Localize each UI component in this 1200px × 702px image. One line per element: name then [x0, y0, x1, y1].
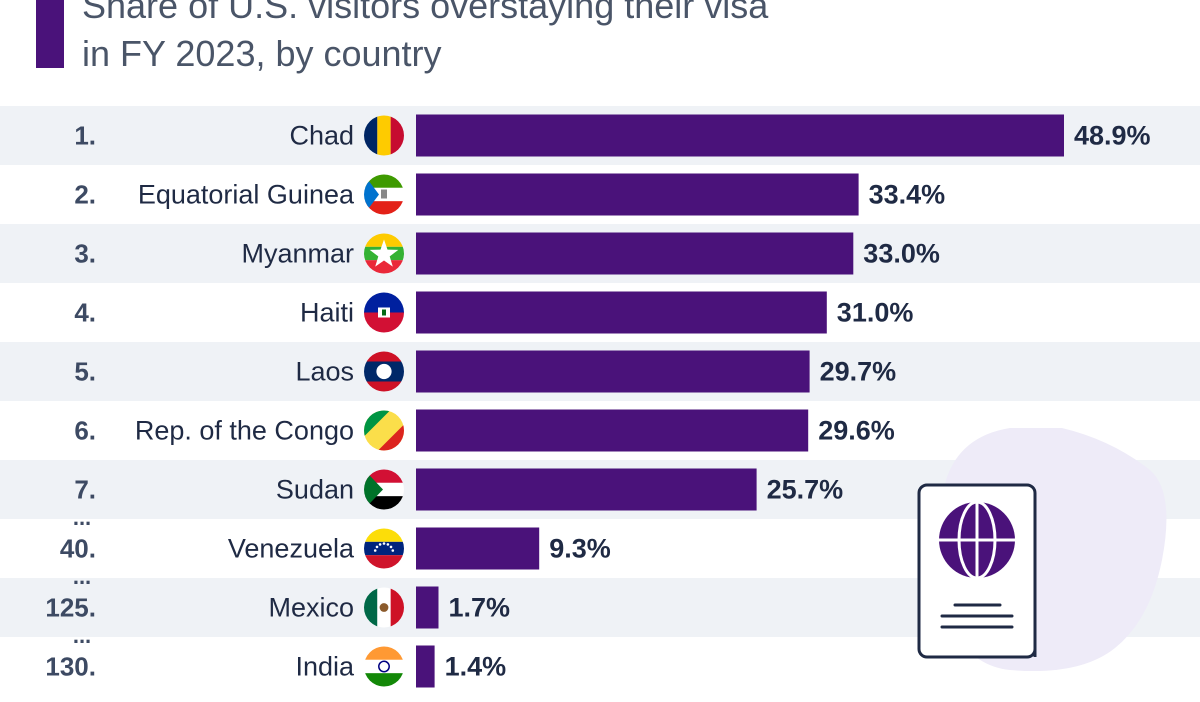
- bar-row: 2. Equatorial Guinea 33.4%: [74, 173, 946, 216]
- rank-ellipsis: ...: [73, 505, 91, 530]
- category-label: Myanmar: [241, 239, 354, 269]
- value-label: 29.7%: [820, 357, 897, 387]
- chart-title-line-2: in FY 2023, by country: [82, 33, 442, 74]
- bar-row: 7. Sudan 25.7%: [74, 468, 844, 511]
- venezuela-flag-icon: [364, 528, 404, 569]
- bar: [416, 173, 859, 216]
- rank-label: 3.: [74, 239, 96, 269]
- rank-label: 7.: [74, 475, 96, 505]
- bar: [416, 350, 810, 393]
- rank-label: 5.: [74, 357, 96, 387]
- haiti-flag-icon: [364, 292, 404, 333]
- sudan-flag-icon: [364, 469, 404, 510]
- chart-title-line-1: Share of U.S. visitors overstaying their…: [82, 0, 769, 26]
- category-label: Haiti: [300, 298, 354, 328]
- category-label: India: [295, 652, 355, 682]
- mexico-flag-icon: [364, 587, 404, 628]
- equatorial-guinea-flag-icon: [364, 174, 404, 215]
- bar: [416, 586, 439, 629]
- value-label: 33.4%: [869, 180, 946, 210]
- category-label: Chad: [289, 121, 354, 151]
- rank-label: 125.: [45, 593, 96, 623]
- rank-label: 2.: [74, 180, 96, 210]
- bar: [416, 468, 757, 511]
- bar-row: 6. Rep. of the Congo 29.6%: [74, 409, 895, 452]
- passport-decoration: [917, 428, 1167, 672]
- bar: [416, 232, 854, 275]
- bar: [416, 645, 435, 688]
- category-label: Venezuela: [228, 534, 355, 564]
- value-label: 25.7%: [767, 475, 844, 505]
- bar: [416, 291, 827, 334]
- value-label: 1.7%: [449, 593, 511, 623]
- value-label: 33.0%: [863, 239, 940, 269]
- bar-row: 125. Mexico 1.7%: [45, 586, 511, 629]
- value-label: 1.4%: [445, 652, 507, 682]
- bar-row: 4. Haiti 31.0%: [74, 291, 914, 334]
- bar-row: 5. Laos 29.7%: [74, 350, 897, 393]
- bar: [416, 527, 540, 570]
- bar-row: 1. Chad 48.9%: [74, 114, 1151, 157]
- chad-flag-icon: [364, 115, 404, 156]
- value-label: 29.6%: [818, 416, 895, 446]
- passport-icon: [917, 483, 1037, 659]
- rank-label: 4.: [74, 298, 96, 328]
- value-label: 9.3%: [549, 534, 611, 564]
- rank-label: 6.: [74, 416, 96, 446]
- bar-row: 130. India 1.4%: [45, 645, 507, 688]
- myanmar-flag-icon: [364, 233, 404, 274]
- rank-label: 130.: [45, 652, 96, 682]
- category-label: Laos: [295, 357, 354, 387]
- chart-rows: 1. Chad 48.9% 2. Equatorial Guinea 33.4% 3. Mya…: [45, 114, 1151, 688]
- value-label: 31.0%: [837, 298, 914, 328]
- india-flag-icon: [364, 646, 404, 687]
- rank-label: 40.: [60, 534, 96, 564]
- category-label: Sudan: [276, 475, 354, 505]
- category-label: Mexico: [268, 593, 354, 623]
- congo-flag-icon: [364, 410, 404, 451]
- chart-title: Share of U.S. visitors overstaying their…: [82, 0, 768, 78]
- laos-flag-icon: [364, 351, 404, 392]
- rank-ellipsis: ...: [73, 623, 91, 648]
- rank-label: 1.: [74, 121, 96, 151]
- bar-row: 3. Myanmar 33.0%: [74, 232, 940, 275]
- bar: [416, 114, 1064, 157]
- title-accent-bar: [36, 0, 64, 68]
- value-label: 48.9%: [1074, 121, 1151, 151]
- bar: [416, 409, 809, 452]
- bar-row: 40. Venezuela 9.3%: [60, 527, 611, 570]
- rank-ellipsis: ...: [73, 564, 91, 589]
- category-label: Rep. of the Congo: [135, 416, 354, 446]
- category-label: Equatorial Guinea: [138, 180, 355, 210]
